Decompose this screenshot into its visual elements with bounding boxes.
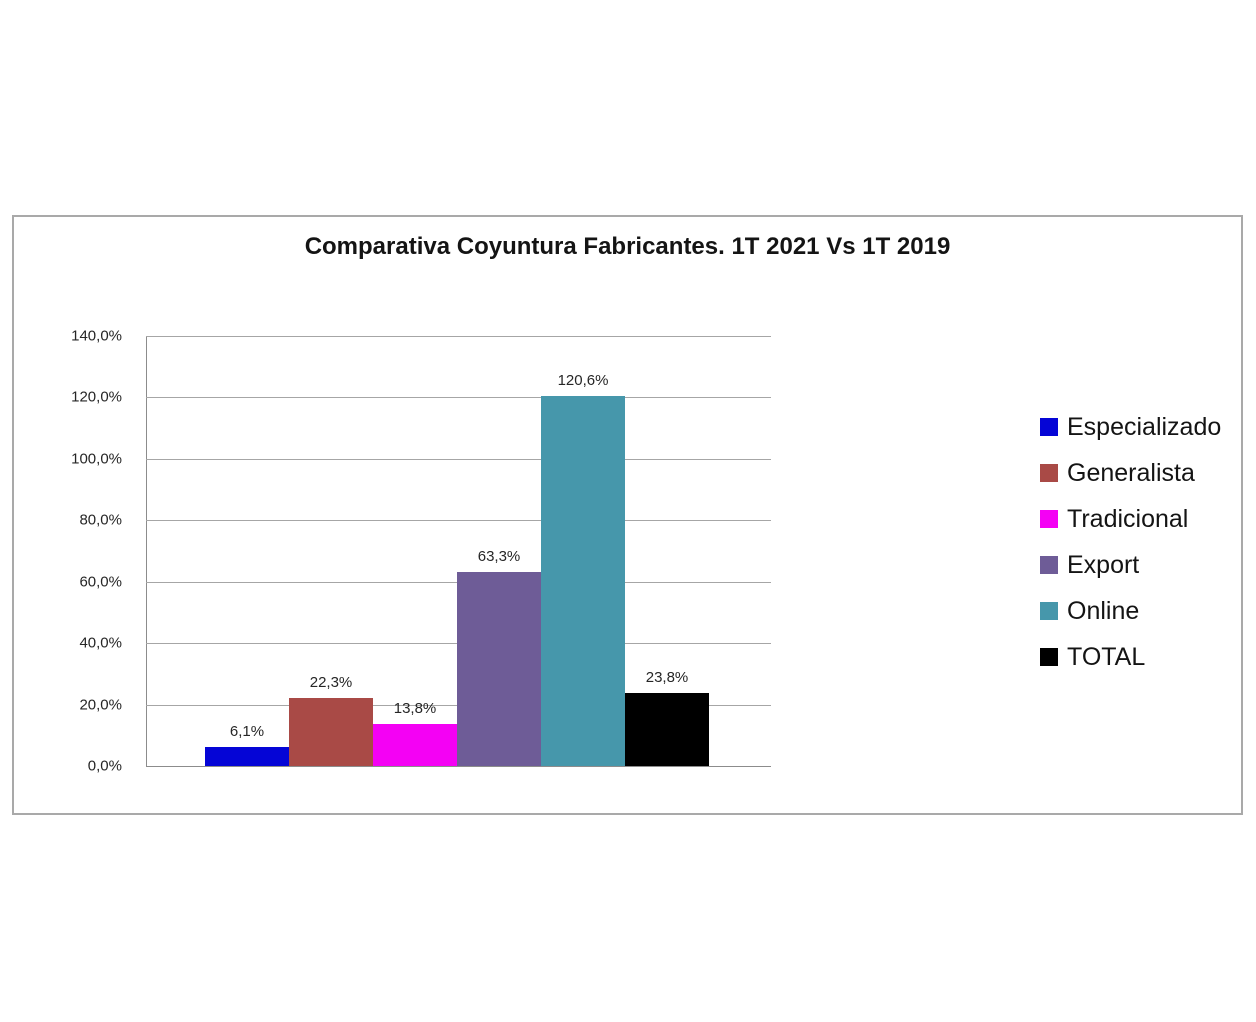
legend-label: Online <box>1067 596 1140 625</box>
y-tick-label: 0,0% <box>87 757 122 775</box>
bar-value-label: 22,3% <box>309 673 353 691</box>
legend-swatch-icon <box>1040 556 1058 574</box>
legend-swatch-icon <box>1040 418 1058 436</box>
y-tick-label: 80,0% <box>79 511 122 529</box>
legend-swatch-icon <box>1040 464 1058 482</box>
x-axis-line <box>146 766 771 767</box>
gridline <box>146 336 771 337</box>
gridline <box>146 397 771 399</box>
bar-tradicional <box>373 723 457 766</box>
bar-value-label: 63,3% <box>477 547 521 565</box>
legend-item-especializado: Especializado <box>1040 412 1222 441</box>
y-tick-label: 140,0% <box>71 327 122 345</box>
bar-value-label: 13,8% <box>393 699 437 717</box>
y-tick-label: 100,0% <box>71 450 122 468</box>
bar-especializado <box>205 747 289 766</box>
chart-frame: Comparativa Coyuntura Fabricantes. 1T 20… <box>12 215 1243 815</box>
chart-title: Comparativa Coyuntura Fabricantes. 1T 20… <box>304 233 951 260</box>
bar-total <box>625 692 709 766</box>
y-axis-line <box>146 336 147 766</box>
legend-item-export: Export <box>1040 550 1221 579</box>
legend-label: Especializado <box>1067 412 1222 441</box>
bar-value-label: 120,6% <box>557 371 609 389</box>
chart-legend: Especializado Generalista Tradicional Expor… <box>1040 412 1222 690</box>
bar-export <box>457 571 541 766</box>
y-tick-label: 20,0% <box>79 696 122 714</box>
gridline <box>146 458 771 460</box>
legend-label: Export <box>1067 550 1140 579</box>
y-tick-label: 40,0% <box>79 634 122 652</box>
legend-item-tradicional: Tradicional <box>1040 504 1221 533</box>
legend-swatch-icon <box>1040 602 1058 620</box>
y-axis-tick-labels: 0,0% 20,0% 40,0% 60,0% 80,0% 100,0% 120,0% 140,… <box>14 328 134 775</box>
legend-label: TOTAL <box>1067 642 1146 671</box>
legend-item-generalista: Generalista <box>1040 458 1221 487</box>
bar-value-label: 6,1% <box>229 723 265 741</box>
bar-generalista <box>289 697 373 766</box>
bar-value-label: 23,8% <box>645 668 689 686</box>
legend-swatch-icon <box>1040 510 1058 528</box>
y-tick-label: 120,0% <box>71 388 122 406</box>
legend-swatch-icon <box>1040 648 1058 666</box>
gridline <box>146 520 771 522</box>
legend-label: Tradicional <box>1067 504 1189 533</box>
legend-item-total: TOTAL <box>1040 642 1221 671</box>
bar-online <box>541 395 625 766</box>
plot-area: 6,1% 22,3% 13,8% 63,3% 120,6% 23,8% <box>146 336 771 767</box>
y-tick-label: 60,0% <box>79 573 122 591</box>
legend-item-online: Online <box>1040 596 1221 625</box>
legend-label: Generalista <box>1067 458 1195 487</box>
